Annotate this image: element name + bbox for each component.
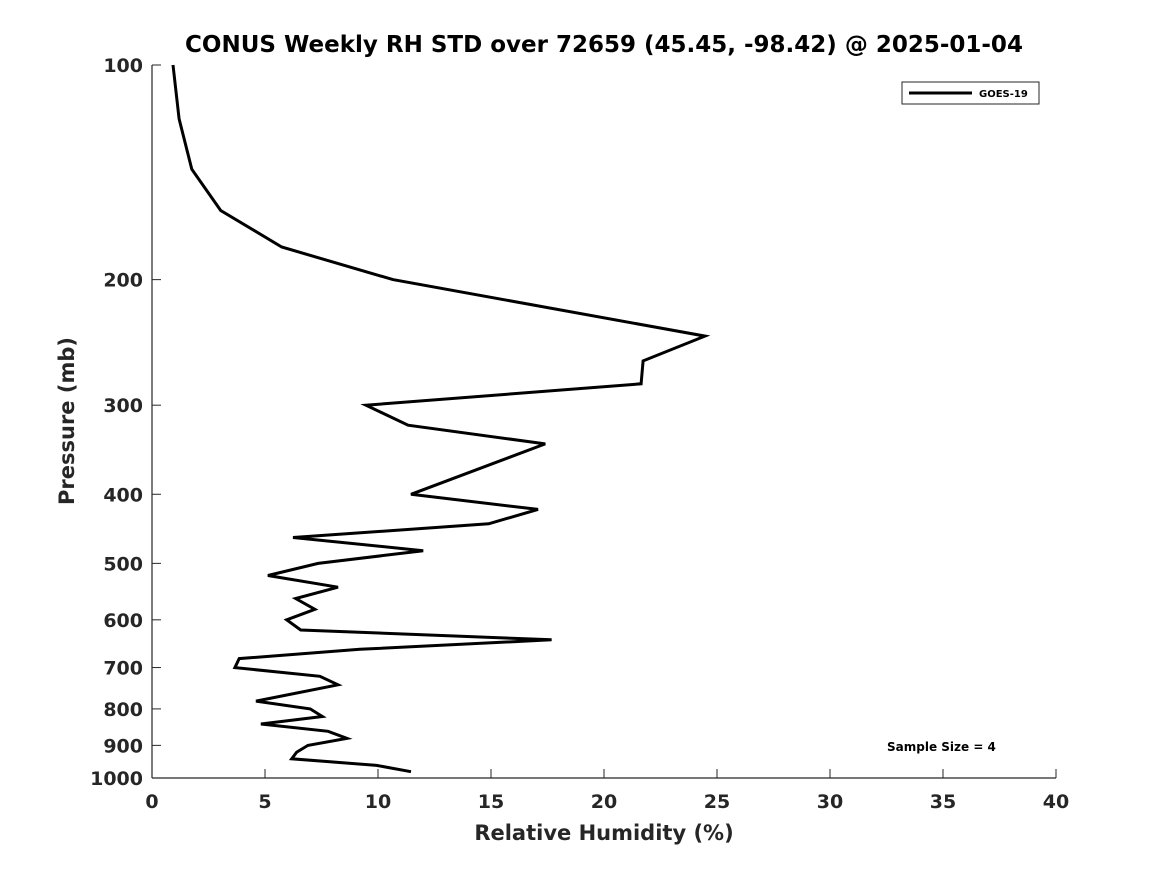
x-tick-label: 40 [1043, 791, 1069, 813]
chart-title: CONUS Weekly RH STD over 72659 (45.45, -… [185, 32, 1023, 58]
y-tick-label: 500 [103, 553, 143, 575]
y-tick-label: 1000 [90, 768, 143, 790]
legend: GOES-19 [901, 81, 1040, 105]
series [171, 64, 711, 774]
legend-label-goes-19: GOES-19 [979, 89, 1028, 100]
x-tick-label: 30 [817, 791, 843, 813]
x-tick-label: 20 [591, 791, 617, 813]
y-tick-label: 600 [103, 610, 143, 632]
y-tick-label: 100 [103, 55, 143, 77]
x-tick-label: 15 [478, 791, 504, 813]
x-tick-label: 5 [258, 791, 271, 813]
y-tick-label: 900 [103, 735, 143, 757]
x-tick-label: 0 [145, 791, 158, 813]
series-line-goes-19 [171, 64, 711, 774]
x-tick-label: 35 [930, 791, 956, 813]
y-tick-label: 200 [103, 270, 143, 292]
x-tick-label: 25 [704, 791, 730, 813]
y-tick-label: 800 [103, 699, 143, 721]
x-axis-label: Relative Humidity (%) [474, 821, 733, 845]
axes [151, 65, 1056, 779]
y-tick-label: 300 [103, 395, 143, 417]
ticks: 0 5 10 15 20 25 30 35 40 100 200 300 400 500 600 700 800… [90, 55, 1069, 813]
x-tick-label: 10 [365, 791, 391, 813]
sample-size-annotation: Sample Size = 4 [887, 740, 996, 754]
y-axis-label: Pressure (mb) [55, 337, 79, 505]
y-tick-label: 400 [103, 484, 143, 506]
y-tick-label: 700 [103, 658, 143, 680]
